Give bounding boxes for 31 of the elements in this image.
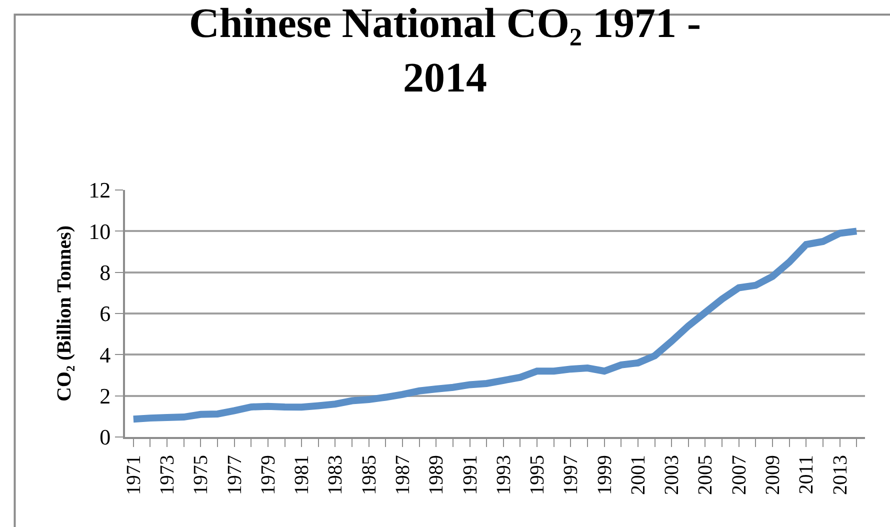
y-tick-label: 0: [100, 424, 111, 450]
x-tick-label: 2001: [627, 455, 650, 495]
x-tick-label: 1989: [426, 455, 448, 495]
y-axis-title: CO₂ (Billion Tonnes): [54, 225, 76, 402]
chart-title: Chinese National CO₂ 1971 - 2014: [189, 0, 701, 102]
x-tick-label: 2011: [796, 455, 818, 494]
x-tick-label: 1985: [358, 455, 380, 495]
y-tick-label: 8: [100, 260, 111, 286]
x-tick-label: 2005: [694, 455, 717, 495]
x-tick-label: 2009: [762, 455, 784, 495]
y-tick-label: 6: [100, 301, 111, 326]
x-tick-label: 1997: [560, 455, 582, 495]
x-tick-label: 1993: [492, 455, 515, 495]
x-tick-label: 2007: [728, 455, 750, 495]
x-tick-label: 1971: [122, 455, 145, 495]
y-tick-label: 10: [88, 218, 111, 244]
x-tick-label: 2013: [829, 455, 852, 495]
x-tick-label: 1987: [392, 455, 414, 495]
x-tick-label: 1995: [526, 455, 549, 495]
y-tick-label: 12: [88, 178, 111, 203]
x-tick-label: 1981: [291, 455, 314, 495]
x-tick-label: 2003: [661, 455, 684, 495]
x-tick-label: 1991: [459, 455, 482, 495]
y-tick-label: 2: [100, 384, 111, 409]
x-tick-label: 1999: [594, 455, 616, 495]
x-tick-label: 1983: [324, 455, 347, 495]
x-tick-label: 1975: [190, 455, 212, 495]
x-tick-label: 1973: [156, 455, 179, 495]
x-tick-label: 1979: [257, 455, 280, 495]
y-tick-label: 4: [100, 342, 111, 368]
x-tick-label: 1977: [224, 455, 246, 495]
